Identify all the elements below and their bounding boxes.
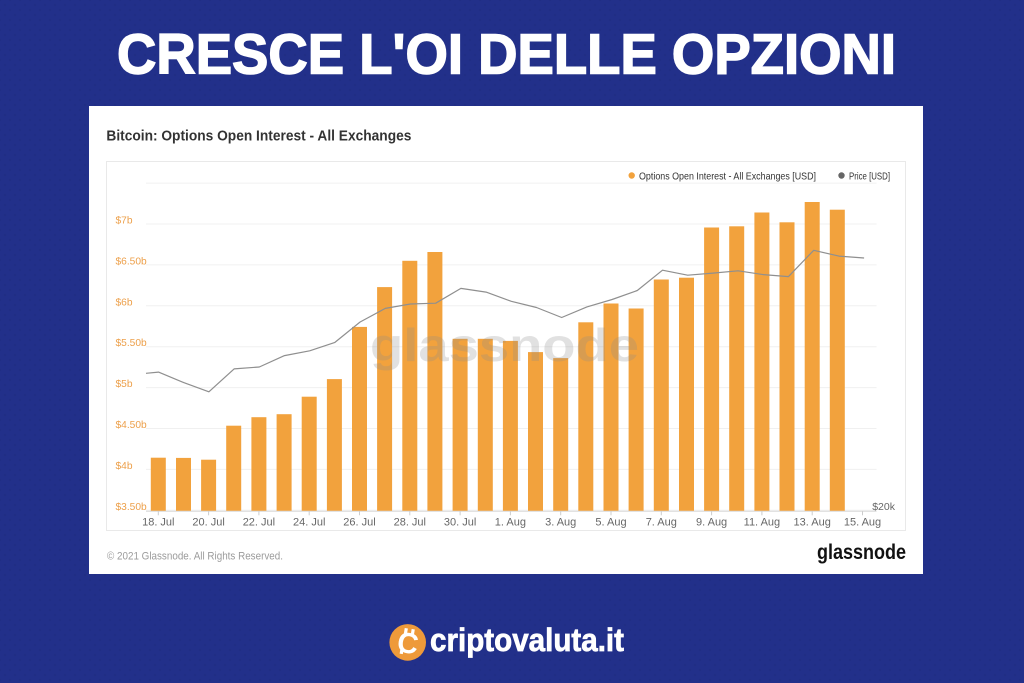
svg-text:18. Jul: 18. Jul bbox=[142, 517, 174, 529]
svg-text:$4b: $4b bbox=[116, 461, 133, 472]
svg-text:30. Jul: 30. Jul bbox=[444, 517, 476, 529]
svg-text:$7b: $7b bbox=[116, 215, 133, 226]
svg-text:22. Jul: 22. Jul bbox=[243, 517, 275, 529]
svg-text:Price [USD]: Price [USD] bbox=[849, 170, 890, 182]
svg-text:Bitcoin: Options Open Interest: Bitcoin: Options Open Interest - All Exc… bbox=[106, 129, 411, 145]
svg-text:$6.50b: $6.50b bbox=[116, 256, 147, 267]
svg-text:26. Jul: 26. Jul bbox=[343, 517, 375, 529]
svg-text:criptovaluta.it: criptovaluta.it bbox=[430, 622, 624, 658]
svg-text:3. Aug: 3. Aug bbox=[545, 517, 576, 529]
svg-text:9. Aug: 9. Aug bbox=[696, 517, 727, 529]
svg-text:$5b: $5b bbox=[116, 379, 133, 390]
svg-text:$5.50b: $5.50b bbox=[116, 338, 147, 349]
svg-text:13. Aug: 13. Aug bbox=[794, 517, 831, 529]
svg-text:5. Aug: 5. Aug bbox=[595, 517, 626, 529]
svg-text:11. Aug: 11. Aug bbox=[744, 517, 781, 529]
svg-text:1. Aug: 1. Aug bbox=[495, 517, 526, 529]
svg-text:15. Aug: 15. Aug bbox=[844, 517, 881, 529]
svg-text:Options Open Interest - All Ex: Options Open Interest - All Exchanges [U… bbox=[639, 170, 816, 182]
svg-text:$20k: $20k bbox=[872, 501, 896, 513]
svg-text:$4.50b: $4.50b bbox=[116, 420, 147, 431]
svg-text:glassnode: glassnode bbox=[370, 319, 639, 371]
svg-text:$3.50b: $3.50b bbox=[116, 502, 147, 513]
svg-text:20. Jul: 20. Jul bbox=[192, 517, 224, 529]
svg-text:28. Jul: 28. Jul bbox=[394, 517, 426, 529]
svg-text:$6b: $6b bbox=[116, 297, 133, 308]
svg-text:7. Aug: 7. Aug bbox=[646, 517, 677, 529]
svg-text:© 2021 Glassnode. All Rights R: © 2021 Glassnode. All Rights Reserved. bbox=[107, 551, 283, 563]
svg-text:glassnode: glassnode bbox=[817, 540, 906, 564]
svg-text:C: C bbox=[395, 627, 421, 662]
svg-text:24. Jul: 24. Jul bbox=[293, 517, 325, 529]
svg-text:CRESCE L'OI DELLE OPZIONI: CRESCE L'OI DELLE OPZIONI bbox=[117, 23, 896, 87]
